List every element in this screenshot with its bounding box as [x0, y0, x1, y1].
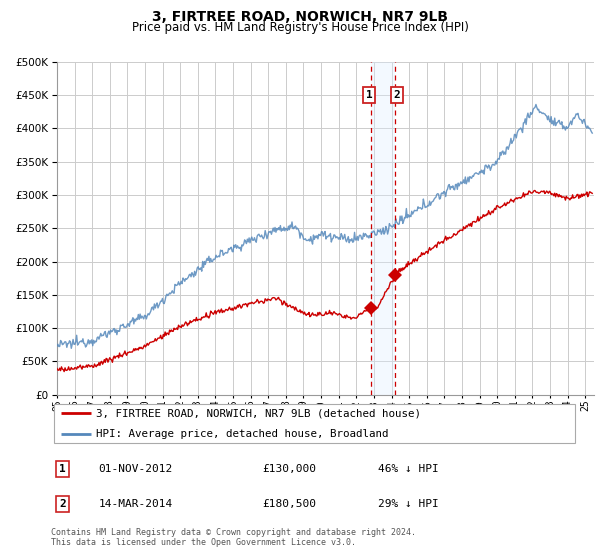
Text: HPI: Average price, detached house, Broadland: HPI: Average price, detached house, Broa… [96, 429, 388, 439]
Text: 01-NOV-2012: 01-NOV-2012 [98, 464, 173, 474]
Text: £180,500: £180,500 [262, 499, 316, 509]
Text: 46% ↓ HPI: 46% ↓ HPI [379, 464, 439, 474]
Text: 3, FIRTREE ROAD, NORWICH, NR7 9LB: 3, FIRTREE ROAD, NORWICH, NR7 9LB [152, 10, 448, 24]
Text: 2: 2 [394, 90, 400, 100]
Text: 3, FIRTREE ROAD, NORWICH, NR7 9LB (detached house): 3, FIRTREE ROAD, NORWICH, NR7 9LB (detac… [96, 408, 421, 418]
Text: 1: 1 [366, 90, 373, 100]
Text: Contains HM Land Registry data © Crown copyright and database right 2024.
This d: Contains HM Land Registry data © Crown c… [51, 528, 416, 547]
FancyBboxPatch shape [53, 404, 575, 443]
Text: 29% ↓ HPI: 29% ↓ HPI [379, 499, 439, 509]
Text: 1: 1 [59, 464, 66, 474]
Text: £130,000: £130,000 [262, 464, 316, 474]
Text: Price paid vs. HM Land Registry's House Price Index (HPI): Price paid vs. HM Land Registry's House … [131, 21, 469, 34]
Text: 14-MAR-2014: 14-MAR-2014 [98, 499, 173, 509]
Bar [371, 62, 395, 395]
Text: 2: 2 [59, 499, 66, 509]
